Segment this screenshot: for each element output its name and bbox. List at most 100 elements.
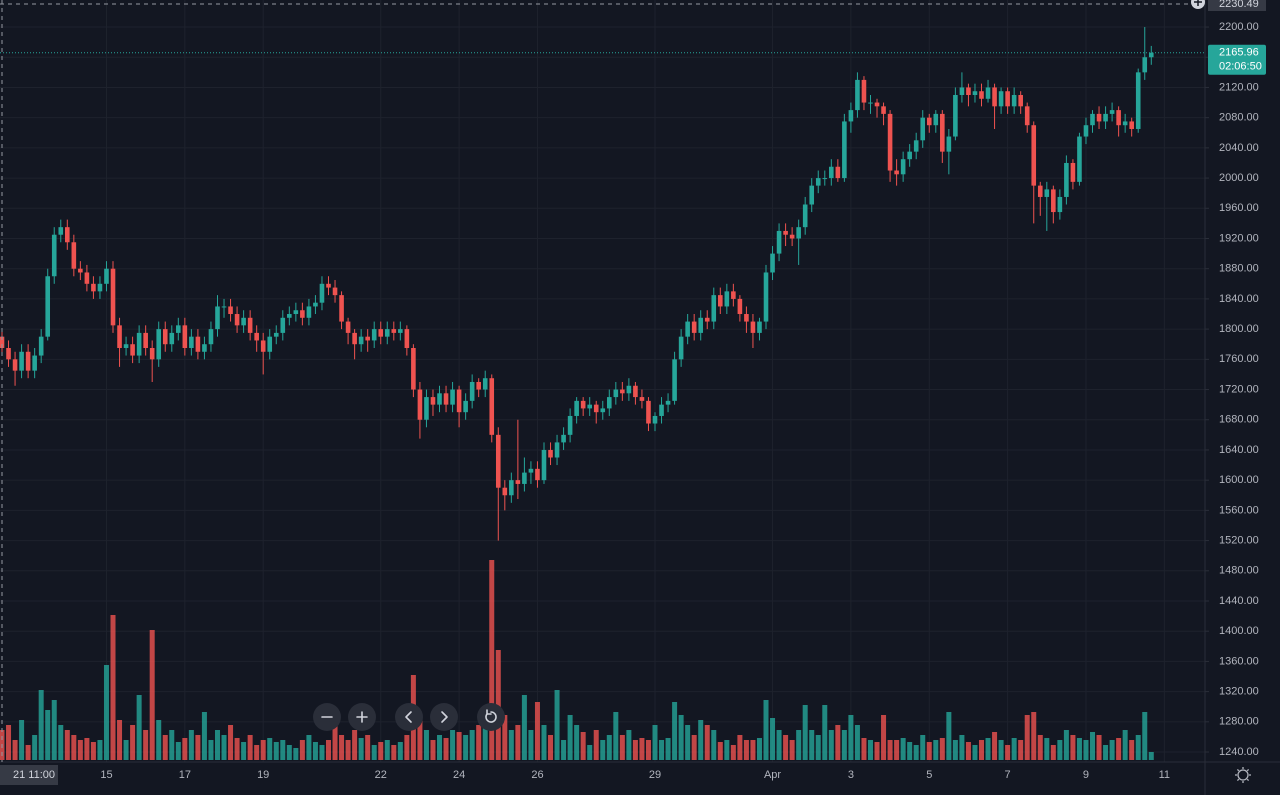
zoom-in-button[interactable] xyxy=(348,703,376,731)
candle-body xyxy=(587,404,592,409)
volume-bar xyxy=(1063,730,1069,760)
volume-bar xyxy=(38,690,44,760)
volume-bar xyxy=(384,740,390,760)
volume-bar xyxy=(97,740,103,760)
volume-bar xyxy=(450,730,456,760)
volume-bar xyxy=(802,705,808,760)
x-tick-label: 3 xyxy=(848,769,854,781)
candle-body xyxy=(979,91,984,99)
volume-bar xyxy=(443,738,449,760)
volume-bar xyxy=(1148,752,1154,760)
candle-body xyxy=(156,329,162,360)
candle-body xyxy=(1018,95,1023,107)
candle-body xyxy=(371,329,377,341)
volume-bar xyxy=(815,735,821,760)
volume-bar xyxy=(299,740,305,760)
volume-bar xyxy=(926,742,932,760)
volume-bar xyxy=(515,725,521,760)
scroll-right-button[interactable] xyxy=(430,703,458,731)
candle-body xyxy=(1122,121,1128,126)
candle-body xyxy=(51,234,57,277)
candle-body xyxy=(972,91,978,96)
candle-body xyxy=(548,449,553,458)
y-tick-label: 1760.00 xyxy=(1219,353,1259,365)
x-tick-label: 22 xyxy=(375,769,387,781)
candle-body xyxy=(482,378,488,390)
volume-bar xyxy=(247,735,253,760)
y-tick-label: 1800.00 xyxy=(1219,323,1259,335)
grid xyxy=(0,0,1205,762)
candle-body xyxy=(476,381,481,390)
volume-bar xyxy=(123,740,129,760)
candle-body xyxy=(345,321,351,333)
volume-bar xyxy=(149,630,155,760)
scroll-left-button[interactable] xyxy=(395,703,423,731)
x-tick-label: 29 xyxy=(649,769,661,781)
volume-bar xyxy=(580,732,586,760)
add-button[interactable] xyxy=(1191,0,1205,9)
volume-bar xyxy=(1031,712,1037,760)
volume-bar xyxy=(789,740,795,760)
volume-bar xyxy=(913,745,919,760)
volume-bar xyxy=(783,735,789,760)
volume-bar xyxy=(743,740,749,760)
zoom-out-button[interactable] xyxy=(313,703,341,731)
x-tick-label: 24 xyxy=(453,769,465,781)
candle-body xyxy=(450,389,455,405)
volume-bar xyxy=(848,715,854,760)
y-tick-label: 1640.00 xyxy=(1219,444,1259,456)
volume-bar xyxy=(619,735,625,760)
volume-bar xyxy=(1122,730,1128,760)
candle-body xyxy=(770,253,775,273)
candle-body xyxy=(900,159,906,175)
y-tick-label: 1720.00 xyxy=(1219,383,1259,395)
candle-body xyxy=(280,317,286,333)
candle-body xyxy=(143,332,148,348)
volume-bar xyxy=(182,738,188,760)
candle-body xyxy=(352,332,357,345)
candle-body xyxy=(162,329,168,345)
volume-bar xyxy=(672,702,678,760)
settings-button[interactable] xyxy=(1235,767,1251,783)
y-tick-label: 1560.00 xyxy=(1219,504,1259,516)
volume-bar xyxy=(312,742,318,760)
volume-bar xyxy=(574,725,580,760)
volume-bar xyxy=(541,725,547,760)
volume-bar xyxy=(881,715,887,760)
volume-bar xyxy=(358,738,364,760)
candle-body xyxy=(796,227,801,239)
volume-bar xyxy=(371,745,377,760)
candle-body xyxy=(620,389,625,394)
volume-bar xyxy=(1011,738,1017,760)
volume-bar xyxy=(1116,738,1122,760)
volume-bar xyxy=(365,735,371,760)
candle-body xyxy=(391,329,397,333)
volume-bar xyxy=(423,730,429,760)
volume-bar xyxy=(1050,745,1056,760)
volume-bar xyxy=(691,735,697,760)
candle-body xyxy=(685,321,690,337)
volume-bar xyxy=(489,560,495,760)
x-tick-label: 19 xyxy=(257,769,269,781)
candle-body xyxy=(489,378,495,435)
candle-body xyxy=(913,140,919,152)
candle-body xyxy=(117,325,122,348)
volume-bar xyxy=(476,725,482,760)
reset-button[interactable] xyxy=(477,703,505,731)
candle-body xyxy=(495,434,501,488)
volume-bar xyxy=(835,725,841,760)
volume-bar xyxy=(645,740,651,760)
volume-bar xyxy=(600,740,606,760)
volume-bar xyxy=(234,738,240,760)
volume-bar xyxy=(319,745,325,760)
volume-bar xyxy=(770,718,776,760)
y-tick-label: 1280.00 xyxy=(1219,716,1259,728)
x-tick-label: 17 xyxy=(179,769,191,781)
volume-bar xyxy=(632,740,638,760)
volume-bar xyxy=(1005,745,1011,760)
volume-bar xyxy=(391,745,397,760)
volume-bar xyxy=(561,740,567,760)
volume-bar xyxy=(965,742,971,760)
candle-body xyxy=(515,480,521,484)
volume-bar xyxy=(685,725,691,760)
